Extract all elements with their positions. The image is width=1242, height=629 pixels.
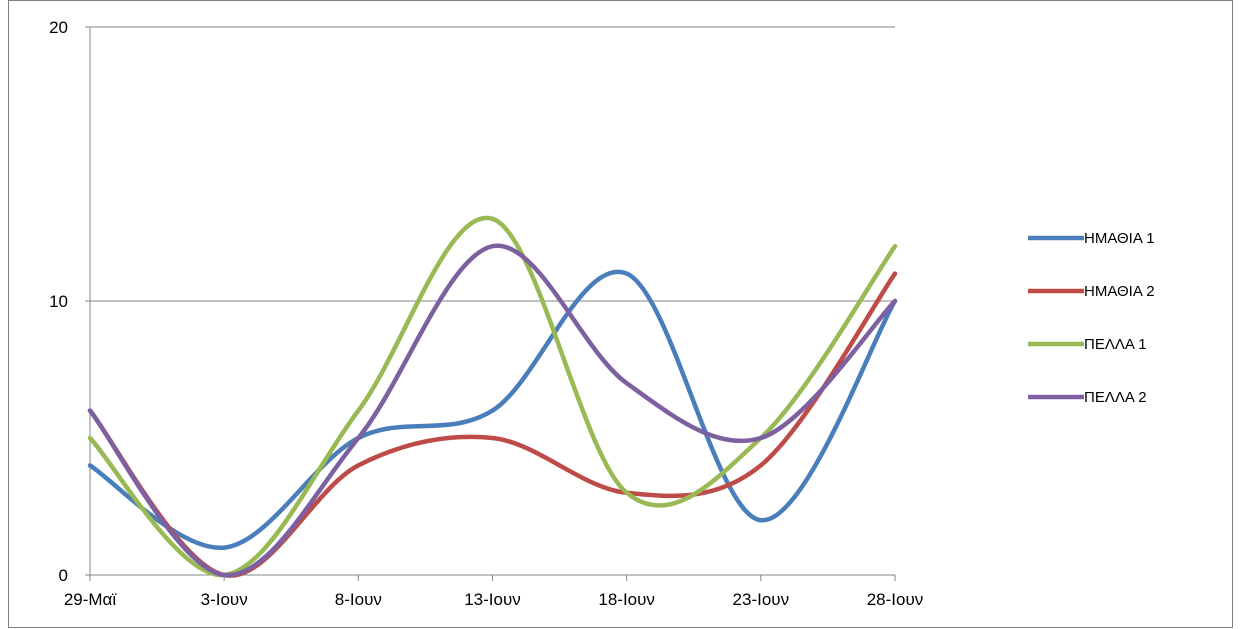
series-lines xyxy=(87,215,898,578)
gridlines xyxy=(90,26,895,302)
y-axis-tick-labels: 0 10 20 xyxy=(49,18,68,585)
x-tick-label: 28-Ιουν xyxy=(867,590,924,609)
x-tick-label: 13-Ιουν xyxy=(464,590,521,609)
x-tick-label: 18-Ιουν xyxy=(598,590,655,609)
series-line-1 xyxy=(87,269,898,550)
series-line-3 xyxy=(87,215,898,578)
x-tick-label: 23-Ιουν xyxy=(733,590,790,609)
legend-label: ΗΜΑΘΙΑ 1 xyxy=(1084,230,1155,247)
legend-label: ΗΜΑΘΙΑ 2 xyxy=(1084,283,1155,300)
legend-label: ΠΕΛΛΑ 1 xyxy=(1084,336,1147,353)
x-tick-label: 29-Μαϊ xyxy=(64,590,118,609)
x-axis-tick-labels: 29-Μαϊ 3-Ιουν 8-Ιουν 13-Ιουν 18-Ιουν 23-Ιουν 2… xyxy=(64,590,923,609)
legend-label: ΠΕΛΛΑ 2 xyxy=(1084,389,1147,406)
y-tick-label: 0 xyxy=(59,566,68,585)
legend: ΗΜΑΘΙΑ 1 ΗΜΑΘΙΑ 2 ΠΕΛΛΑ 1 ΠΕΛΛΑ 2 xyxy=(1028,230,1155,406)
chart-frame xyxy=(8,0,1233,628)
series-line-4 xyxy=(87,243,898,578)
y-tick-label: 20 xyxy=(49,18,68,37)
x-tick-label: 3-Ιουν xyxy=(201,590,248,609)
axes xyxy=(85,26,896,581)
y-tick-label: 10 xyxy=(49,292,68,311)
x-tick-label: 8-Ιουν xyxy=(335,590,382,609)
